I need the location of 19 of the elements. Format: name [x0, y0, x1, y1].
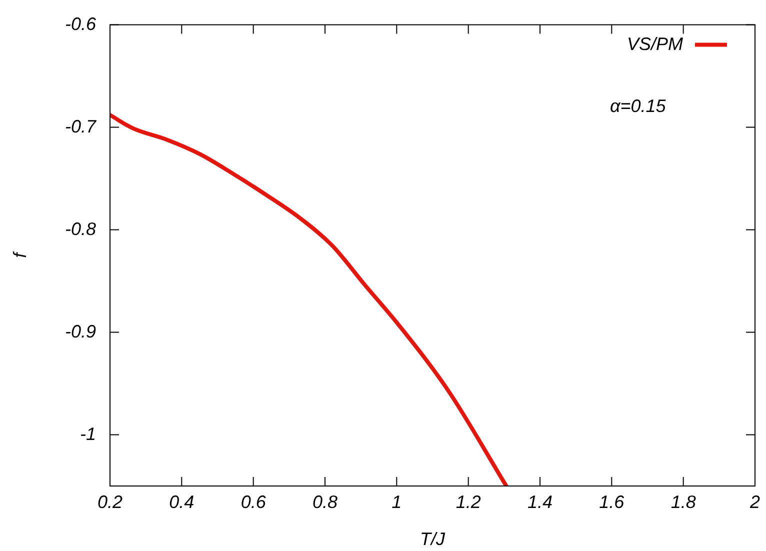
x-tick-label: 0.8 [312, 492, 338, 512]
x-tick-label: 0.4 [169, 492, 194, 512]
x-tick-label: 1 [392, 492, 402, 512]
y-tick-label: -0.9 [64, 321, 96, 342]
x-tick-label: 1.2 [456, 492, 481, 512]
x-tick-label: 1.6 [599, 492, 626, 512]
y-axis-title: f [10, 250, 30, 258]
legend-label: VS/PM [626, 34, 683, 54]
y-tick-label: -0.8 [64, 218, 96, 239]
x-tick-label: 1.4 [527, 492, 553, 512]
y-tick-label: -0.6 [64, 14, 97, 34]
x-tick-label: 0.2 [97, 492, 123, 512]
y-tick-label: -1 [80, 424, 96, 444]
x-tick-label: 2 [748, 492, 760, 512]
annotation: α=0.15 [610, 96, 667, 116]
x-axis-title: T/J [420, 529, 446, 550]
y-tick-label: -0.7 [64, 116, 97, 136]
x-tick-label: 0.6 [240, 492, 267, 512]
x-tick-label: 1.8 [670, 492, 696, 512]
